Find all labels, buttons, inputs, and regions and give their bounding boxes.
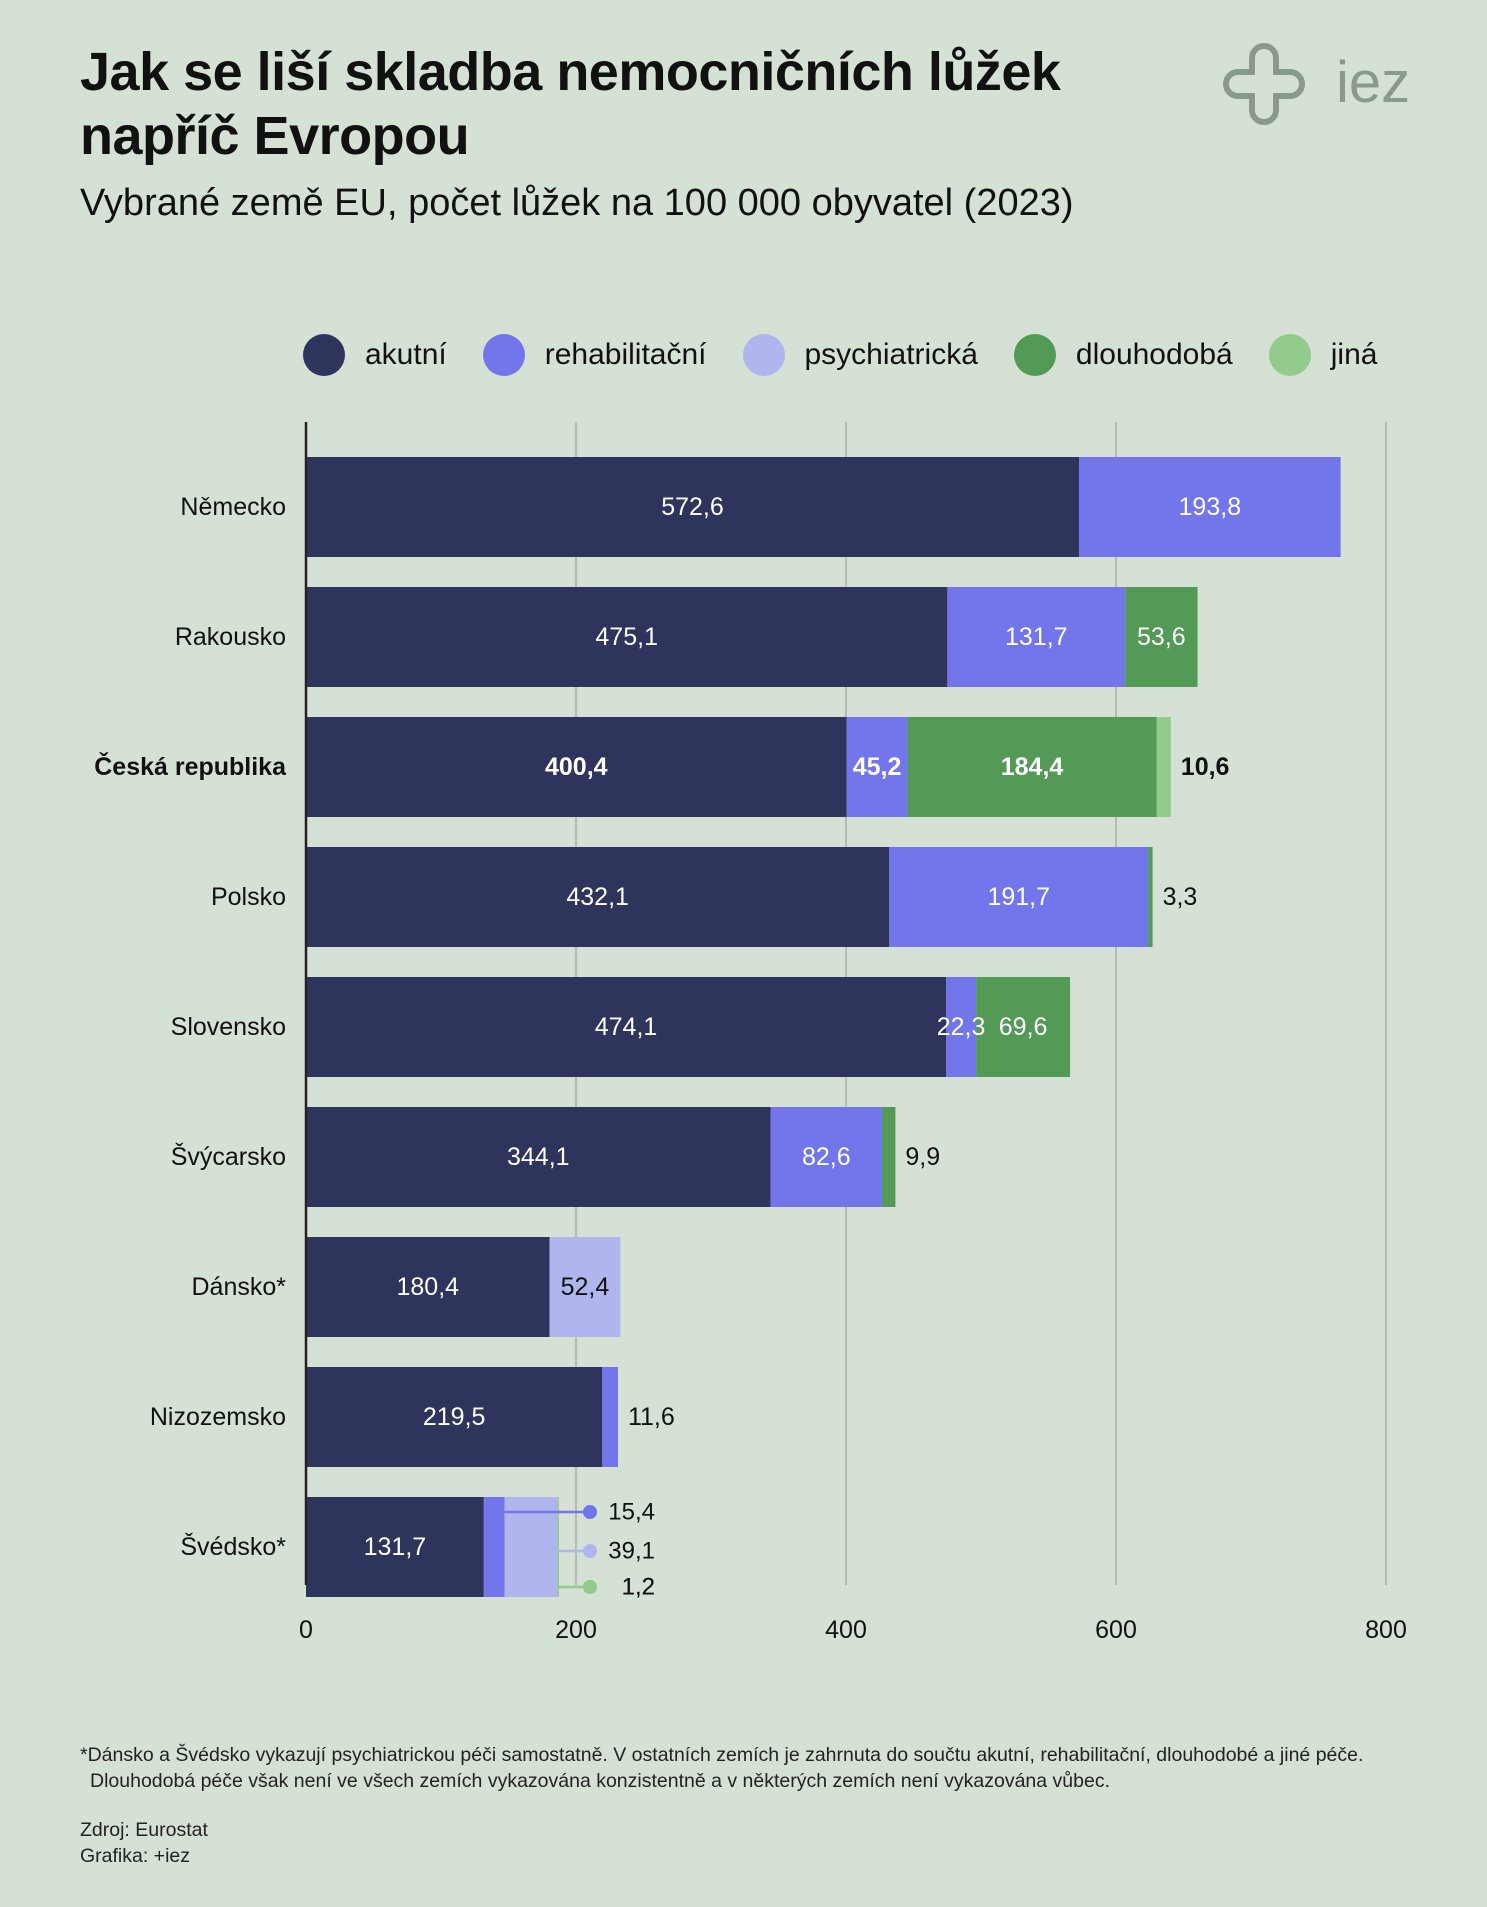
bar-akutni-6 <box>306 1237 550 1337</box>
value-label-rehabilitacni-3: 191,7 <box>987 883 1050 911</box>
bar-akutni-5 <box>306 1107 771 1207</box>
legend-item-jina: jiná <box>1268 334 1378 376</box>
callout-dot-psychiatricka <box>583 1544 597 1558</box>
value-label-dlouhodoba-2: 184,4 <box>1001 753 1064 781</box>
bar-akutni-4 <box>306 977 947 1077</box>
bar-dlouhodoba-3 <box>1148 847 1153 947</box>
bar-rehabilitacni-7 <box>602 1367 618 1467</box>
bar-akutni-8 <box>306 1497 484 1597</box>
legend-label-rehabilitacni: rehabilitační <box>544 338 707 371</box>
value-label-akutni-6: 180,4 <box>396 1273 459 1301</box>
footnote-line-1: *Dánsko a Švédsko vykazují psychiatricko… <box>80 1744 1364 1766</box>
legend-swatch-jina <box>1268 334 1311 376</box>
callout-dot-rehabilitacni <box>583 1505 597 1519</box>
category-label-5: Švýcarsko <box>171 1142 286 1171</box>
value-label-rehabilitacni-8: 15,4 <box>608 1499 655 1526</box>
legend-item-psychiatricka: psychiatrická <box>742 334 978 376</box>
legend-swatch-akutni <box>303 334 345 376</box>
footnote-line-2: Dlouhodobá péče však není ve všech zemíc… <box>90 1770 1110 1792</box>
value-label-akutni-7: 219,5 <box>423 1403 486 1431</box>
legend-label-jina: jiná <box>1330 338 1378 371</box>
footnote: *Dánsko a Švédsko vykazují psychiatricko… <box>80 1742 1440 1794</box>
category-label-0: Německo <box>180 493 286 521</box>
bar-jina-8 <box>557 1497 559 1597</box>
bar-rehabilitacni-8 <box>483 1497 505 1597</box>
value-label-dlouhodoba-5: 9,9 <box>905 1143 940 1171</box>
source-credits: Zdroj: Eurostat Grafika: +iez <box>80 1817 208 1869</box>
value-label-jina-2: 10,6 <box>1181 753 1230 781</box>
value-label-psychiatricka-6: 52,4 <box>561 1273 610 1301</box>
category-label-1: Rakousko <box>175 623 286 651</box>
chart-subtitle: Vybrané země EU, počet lůžek na 100 000 … <box>80 182 1074 224</box>
value-label-rehabilitacni-0: 193,8 <box>1179 493 1242 521</box>
iez-logo: iez <box>1223 42 1410 125</box>
legend-item-rehabilitacni: rehabilitační <box>482 334 707 376</box>
bar-akutni-3 <box>306 847 890 947</box>
x-tick-label-200: 200 <box>555 1616 597 1644</box>
legend-label-psychiatricka: psychiatrická <box>804 338 978 371</box>
value-label-dlouhodoba-3: 3,3 <box>1163 883 1198 911</box>
value-label-rehabilitacni-5: 82,6 <box>802 1143 851 1171</box>
bar-rehabilitacni-3 <box>889 847 1149 947</box>
value-label-jina-8: 1,2 <box>622 1574 655 1601</box>
category-label-4: Slovensko <box>171 1013 286 1041</box>
legend: akutní rehabilitační psychiatrická dlouh… <box>303 333 1377 377</box>
bar-akutni-7 <box>306 1367 603 1467</box>
category-label-6: Dánsko* <box>192 1273 287 1301</box>
bar-dlouhodoba-2 <box>907 717 1157 817</box>
bar-dlouhodoba-1 <box>1125 587 1198 687</box>
category-label-3: Polsko <box>211 883 286 911</box>
graphics-credit: Grafika: +iez <box>80 1845 191 1867</box>
legend-label-dlouhodoba: dlouhodobá <box>1075 338 1233 371</box>
legend-swatch-psychiatricka <box>742 334 785 376</box>
value-label-rehabilitacni-7: 11,6 <box>628 1403 675 1431</box>
bar-akutni-0 <box>306 457 1080 557</box>
category-label-2: Česká republika <box>94 751 287 781</box>
bar-rehabilitacni-2 <box>846 717 908 817</box>
value-label-dlouhodoba-1: 53,6 <box>1137 623 1186 651</box>
value-label-akutni-8: 131,7 <box>364 1533 427 1561</box>
legend-item-akutni: akutní <box>303 334 447 376</box>
value-label-akutni-1: 475,1 <box>595 623 658 651</box>
x-tick-label-400: 400 <box>825 1616 867 1644</box>
x-tick-label-600: 600 <box>1095 1616 1137 1644</box>
value-label-rehabilitacni-4: 22,3 <box>937 1013 986 1041</box>
chart-title: Jak se liší skladba nemocničních lůžek n… <box>80 42 1061 166</box>
logo-text: iez <box>1336 50 1410 115</box>
bar-akutni-2 <box>306 717 847 817</box>
category-label-7: Nizozemsko <box>150 1403 286 1431</box>
value-label-psychiatricka-8: 39,1 <box>608 1538 655 1565</box>
x-tick-label-800: 800 <box>1365 1616 1407 1644</box>
value-label-akutni-5: 344,1 <box>507 1143 570 1171</box>
bar-akutni-1 <box>306 587 948 687</box>
logo-mark-icon <box>1223 42 1305 125</box>
stacked-bar-chart: Německo 572,6 193,8 Rakousko 475,1 131,7 53,6 Č… <box>94 422 1407 1644</box>
value-label-akutni-2: 400,4 <box>545 753 608 781</box>
callout-dot-jina <box>583 1580 597 1594</box>
legend-label-akutni: akutní <box>365 338 447 371</box>
legend-item-dlouhodoba: dlouhodobá <box>1013 334 1233 376</box>
bar-rehabilitacni-5 <box>770 1107 883 1207</box>
bar-dlouhodoba-4 <box>976 977 1071 1077</box>
category-label-8: Švédsko* <box>180 1532 286 1561</box>
bar-rehabilitacni-4 <box>946 977 977 1077</box>
legend-swatch-dlouhodoba <box>1013 334 1056 376</box>
bar-rehabilitacni-1 <box>947 587 1126 687</box>
bar-jina-2 <box>1156 717 1171 817</box>
source-text: Zdroj: Eurostat <box>80 1819 208 1841</box>
x-tick-label-0: 0 <box>299 1616 313 1644</box>
value-label-dlouhodoba-4: 69,6 <box>999 1013 1048 1041</box>
bar-psychiatricka-6 <box>549 1237 621 1337</box>
bar-psychiatricka-8 <box>504 1497 558 1597</box>
legend-swatch-rehabilitacni <box>482 334 525 376</box>
value-label-akutni-0: 572,6 <box>661 493 724 521</box>
bar-rehabilitacni-0 <box>1079 457 1341 557</box>
value-label-rehabilitacni-2: 45,2 <box>853 753 902 781</box>
value-label-akutni-4: 474,1 <box>595 1013 658 1041</box>
value-label-akutni-3: 432,1 <box>566 883 629 911</box>
bar-dlouhodoba-5 <box>882 1107 896 1207</box>
value-label-jina-8: 1,2 <box>622 1574 655 1601</box>
value-label-rehabilitacni-1: 131,7 <box>1005 623 1068 651</box>
